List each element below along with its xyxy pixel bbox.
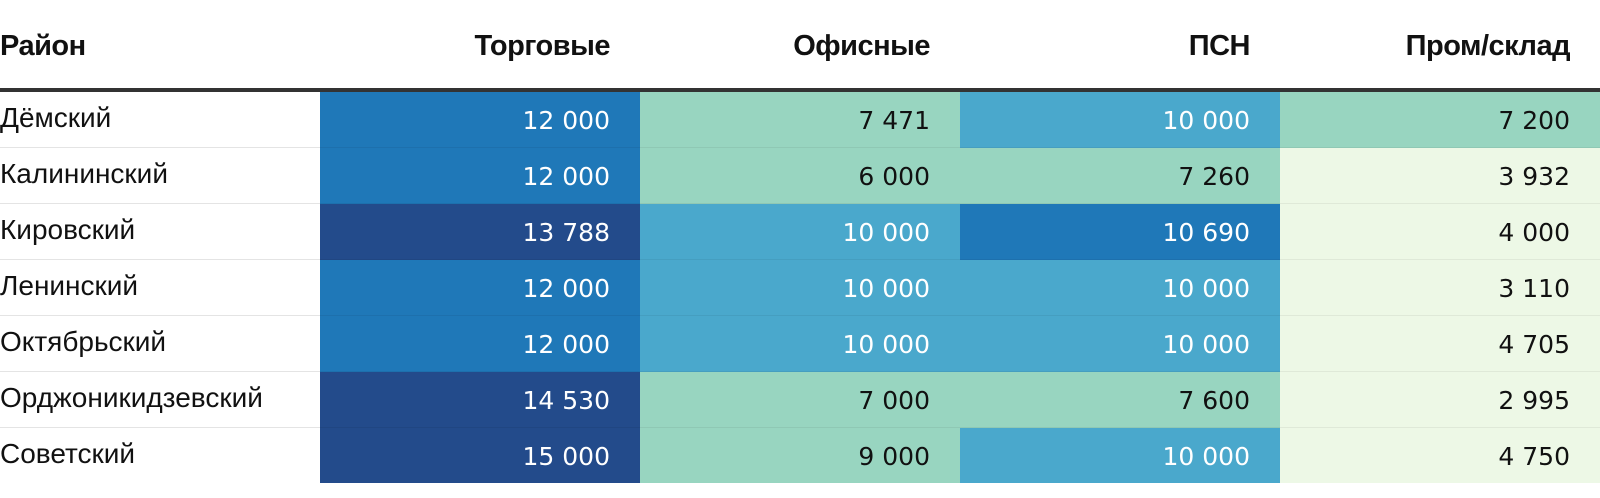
district-name: Дёмский: [0, 101, 112, 133]
value-label: 3 110: [1498, 274, 1570, 303]
value-cell-psn: 10 000: [960, 90, 1280, 148]
district-name: Кировский: [0, 213, 136, 245]
value-label: 12 000: [522, 330, 610, 359]
value-cell-office: 10 000: [640, 315, 960, 372]
value-cell-office: 10 000: [640, 203, 960, 260]
value-label: 7 471: [858, 106, 930, 135]
value-label: 9 000: [858, 442, 930, 471]
value-cell-office: 10 000: [640, 259, 960, 316]
value-label: 13 788: [522, 218, 610, 247]
table-row: Советский 15 000 9 000 10 000 4 750: [0, 427, 1600, 484]
district-name: Орджоникидзевский: [0, 381, 263, 413]
value-label: 10 690: [1162, 218, 1250, 247]
value-label: 15 000: [522, 442, 610, 471]
column-header-psn[interactable]: ПСН: [960, 0, 1280, 92]
district-name-cell: Октябрьский: [0, 315, 320, 372]
value-cell-psn: 7 600: [960, 371, 1280, 428]
column-header-industrial-warehouse[interactable]: Пром/склад: [1280, 0, 1600, 92]
value-cell-psn: 10 690: [960, 203, 1280, 260]
value-cell-industrial-warehouse: 3 932: [1280, 147, 1600, 204]
price-heatmap-table: Район Торговые Офисные ПСН Пром/склад Дё…: [0, 0, 1600, 483]
district-name-cell: Орджоникидзевский: [0, 371, 320, 428]
district-name: Советский: [0, 437, 136, 469]
value-label: 3 932: [1498, 162, 1570, 191]
table-row: Орджоникидзевский 14 530 7 000 7 600 2 995: [0, 371, 1600, 428]
value-label: 10 000: [1162, 106, 1250, 135]
table-row: Октябрьский 12 000 10 000 10 000 4 705: [0, 315, 1600, 372]
value-label: 6 000: [858, 162, 930, 191]
value-cell-office: 7 000: [640, 371, 960, 428]
value-label: 10 000: [1162, 442, 1250, 471]
district-name-cell: Ленинский: [0, 259, 320, 316]
district-name-cell: Калининский: [0, 147, 320, 204]
district-name: Ленинский: [0, 269, 139, 301]
column-header-retail[interactable]: Торговые: [320, 0, 640, 92]
district-name: Октябрьский: [0, 325, 167, 357]
value-cell-psn: 10 000: [960, 259, 1280, 316]
value-cell-office: 9 000: [640, 427, 960, 483]
table-row: Калининский 12 000 6 000 7 260 3 932: [0, 147, 1600, 204]
value-cell-industrial-warehouse: 7 200: [1280, 90, 1600, 148]
column-header-office[interactable]: Офисные: [640, 0, 960, 92]
value-cell-retail: 13 788: [320, 203, 640, 260]
table-row: Дёмский 12 000 7 471 10 000 7 200: [0, 90, 1600, 148]
value-cell-retail: 14 530: [320, 371, 640, 428]
value-cell-office: 6 000: [640, 147, 960, 204]
value-label: 4 705: [1498, 330, 1570, 359]
table-row: Ленинский 12 000 10 000 10 000 3 110: [0, 259, 1600, 316]
district-name: Калининский: [0, 157, 168, 189]
table-row: Кировский 13 788 10 000 10 690 4 000: [0, 203, 1600, 260]
value-label: 4 750: [1498, 442, 1570, 471]
value-cell-office: 7 471: [640, 90, 960, 148]
value-label: 2 995: [1498, 386, 1570, 415]
value-label: 7 000: [858, 386, 930, 415]
value-label: 10 000: [842, 274, 930, 303]
value-cell-industrial-warehouse: 4 000: [1280, 203, 1600, 260]
value-cell-industrial-warehouse: 4 705: [1280, 315, 1600, 372]
table-header-row: Район Торговые Офисные ПСН Пром/склад: [0, 0, 1600, 92]
value-label: 7 260: [1178, 162, 1250, 191]
value-cell-psn: 10 000: [960, 315, 1280, 372]
value-cell-retail: 12 000: [320, 315, 640, 372]
column-header-district[interactable]: Район: [0, 0, 320, 92]
value-label: 14 530: [522, 386, 610, 415]
value-label: 12 000: [522, 106, 610, 135]
value-cell-industrial-warehouse: 2 995: [1280, 371, 1600, 428]
value-label: 12 000: [522, 162, 610, 191]
district-name-cell: Советский: [0, 428, 320, 484]
value-label: 10 000: [842, 330, 930, 359]
value-label: 7 600: [1178, 386, 1250, 415]
value-cell-retail: 12 000: [320, 90, 640, 148]
table-body: Дёмский 12 000 7 471 10 000 7 200 Калининский…: [0, 90, 1600, 483]
value-cell-retail: 12 000: [320, 259, 640, 316]
district-name-cell: Дёмский: [0, 90, 320, 148]
value-label: 10 000: [1162, 330, 1250, 359]
value-label: 10 000: [1162, 274, 1250, 303]
district-name-cell: Кировский: [0, 203, 320, 260]
value-label: 4 000: [1498, 218, 1570, 247]
value-cell-retail: 15 000: [320, 427, 640, 483]
value-label: 7 200: [1498, 106, 1570, 135]
value-cell-psn: 10 000: [960, 427, 1280, 483]
heatmap-table-container: Район Торговые Офисные ПСН Пром/склад Дё…: [0, 0, 1600, 483]
value-cell-retail: 12 000: [320, 147, 640, 204]
value-label: 10 000: [842, 218, 930, 247]
value-label: 12 000: [522, 274, 610, 303]
value-cell-industrial-warehouse: 4 750: [1280, 427, 1600, 483]
value-cell-industrial-warehouse: 3 110: [1280, 259, 1600, 316]
value-cell-psn: 7 260: [960, 147, 1280, 204]
